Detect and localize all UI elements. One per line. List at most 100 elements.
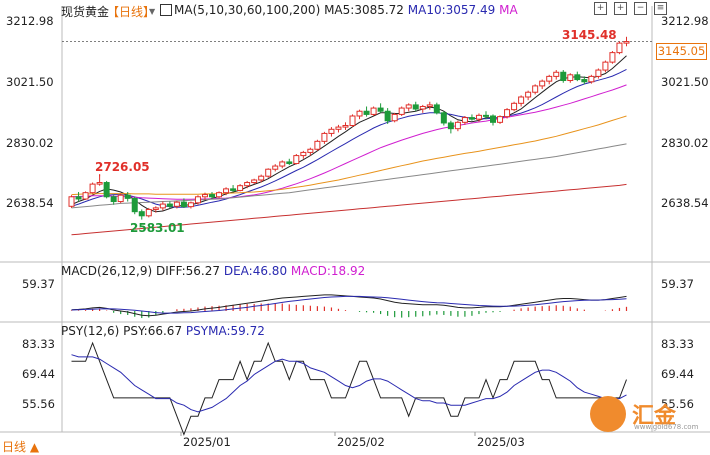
candle-body — [546, 75, 553, 82]
crosshair-icon[interactable]: + — [594, 2, 607, 15]
candle-body — [539, 80, 546, 87]
candle-body — [272, 165, 279, 170]
current-price-tag: 3145.05 — [656, 43, 707, 60]
candle-body — [581, 79, 588, 83]
candle-body — [286, 161, 293, 165]
candle-body — [398, 107, 405, 115]
y-tick-left-1: 3021.50 — [6, 75, 54, 89]
y-tick-left-2: 2830.02 — [6, 136, 54, 150]
ma5-value: MA5:3085.72 — [324, 3, 404, 17]
logo-url: www.gold678.com — [634, 423, 699, 431]
psy-tick-right-0: 83.33 — [661, 337, 694, 351]
candle-body — [335, 126, 342, 130]
instrument-title: 现货黄金 — [61, 5, 110, 19]
candle-body — [75, 196, 82, 200]
candle-body — [356, 110, 363, 117]
ma-params[interactable]: MA(5,10,30,60,100,200) — [174, 3, 321, 17]
zoom-out-icon[interactable]: − — [634, 2, 647, 15]
candle-body — [595, 69, 602, 77]
candle-body — [68, 196, 75, 207]
ma-line-ma60 — [71, 115, 627, 196]
psy-legend: PSY(12,6) PSY:66.67 PSYMA:59.72 — [61, 324, 265, 338]
candle-body — [490, 115, 497, 123]
candle-body — [230, 188, 237, 191]
candle-body — [454, 121, 461, 130]
candle-body — [504, 109, 511, 118]
candle-body — [588, 75, 595, 83]
macd-macd-value: MACD:18.92 — [290, 264, 366, 278]
candle-body — [482, 114, 489, 117]
candle-body — [237, 185, 244, 191]
candle-body — [328, 128, 335, 134]
candle-body — [616, 42, 623, 54]
candle-body — [166, 203, 173, 207]
candle-body — [475, 114, 482, 120]
x-tick-1: 2025/02 — [337, 435, 385, 449]
macd-dea-line — [71, 295, 627, 314]
ma-legend: MA(5,10,30,60,100,200) MA5:3085.72 MA10:… — [174, 3, 518, 17]
candle-body — [461, 117, 468, 123]
macd-tick-left: 59.37 — [22, 277, 55, 291]
high-price-label: 3145.48 — [562, 28, 617, 42]
candle-body — [82, 192, 89, 200]
x-tick-0: 2025/01 — [183, 435, 231, 449]
candle-body — [553, 71, 560, 77]
candle-body — [110, 196, 117, 203]
candle-body — [412, 104, 419, 110]
psy-value: PSY:66.67 — [123, 324, 183, 338]
candle-body — [216, 192, 223, 198]
period-selector[interactable]: 【日线】 — [107, 5, 156, 19]
chevron-down-icon[interactable]: ▼ — [149, 7, 156, 16]
chart-header: 现货黄金 【日线】 ▼ MA(5,10,30,60,100,200) MA5:3… — [0, 0, 710, 22]
y-tick-left-0: 3212.98 — [6, 14, 54, 28]
watermark-logo: 汇金 www.gold678.com — [586, 396, 706, 436]
candle-body — [623, 41, 630, 44]
candle-body — [370, 107, 377, 115]
psy-tick-right-1: 69.44 — [661, 367, 694, 381]
peak-price-label: 2726.05 — [95, 160, 150, 174]
settings-icon[interactable]: ≡ — [654, 2, 667, 15]
candle-body — [321, 132, 328, 142]
candle-body — [180, 201, 187, 208]
candle-body — [173, 201, 180, 207]
ma-toggle-icon[interactable] — [160, 4, 172, 16]
candle-body — [377, 107, 384, 112]
psy-line — [71, 341, 627, 436]
y-tick-right-1: 3021.50 — [661, 75, 709, 89]
candle-body — [560, 71, 567, 82]
macd-dea-value: DEA:46.80 — [223, 264, 288, 278]
candle-body — [265, 168, 272, 177]
candle-body — [426, 104, 433, 107]
macd-tick-right: 59.37 — [661, 277, 694, 291]
y-tick-left-3: 2638.54 — [6, 196, 54, 210]
candle-body — [103, 182, 110, 198]
candle-body — [391, 113, 398, 122]
logo-icon — [590, 396, 626, 432]
candle-body — [124, 194, 131, 199]
candle-body — [201, 194, 208, 198]
psy-tick-left-0: 83.33 — [22, 337, 55, 351]
x-tick-2: 2025/03 — [477, 435, 525, 449]
ma-line-ma100 — [71, 143, 627, 209]
candle-body — [342, 124, 349, 128]
candle-body — [314, 140, 321, 150]
low-price-label: 2583.01 — [130, 221, 185, 235]
candle-body — [405, 104, 412, 109]
candle-body — [293, 155, 300, 165]
psy-tick-right-2: 55.56 — [661, 397, 694, 411]
psyma-line — [71, 354, 627, 413]
candle-body — [440, 112, 447, 124]
candle-body — [497, 116, 504, 123]
candle-body — [300, 151, 307, 157]
psy-tick-left-1: 69.44 — [22, 367, 55, 381]
ma-line-ma10 — [71, 68, 627, 208]
candle-body — [279, 161, 286, 167]
zoom-in-icon[interactable]: + — [614, 2, 627, 15]
period-footer-button[interactable]: 日线 ▲ — [2, 440, 40, 454]
candle-body — [419, 105, 426, 110]
candle-body — [609, 52, 616, 63]
macd-legend: MACD(26,12,9) DIFF:56.27 DEA:46.80 MACD:… — [61, 264, 365, 278]
ma-line-ma5 — [71, 55, 627, 213]
candle-body — [152, 207, 159, 210]
